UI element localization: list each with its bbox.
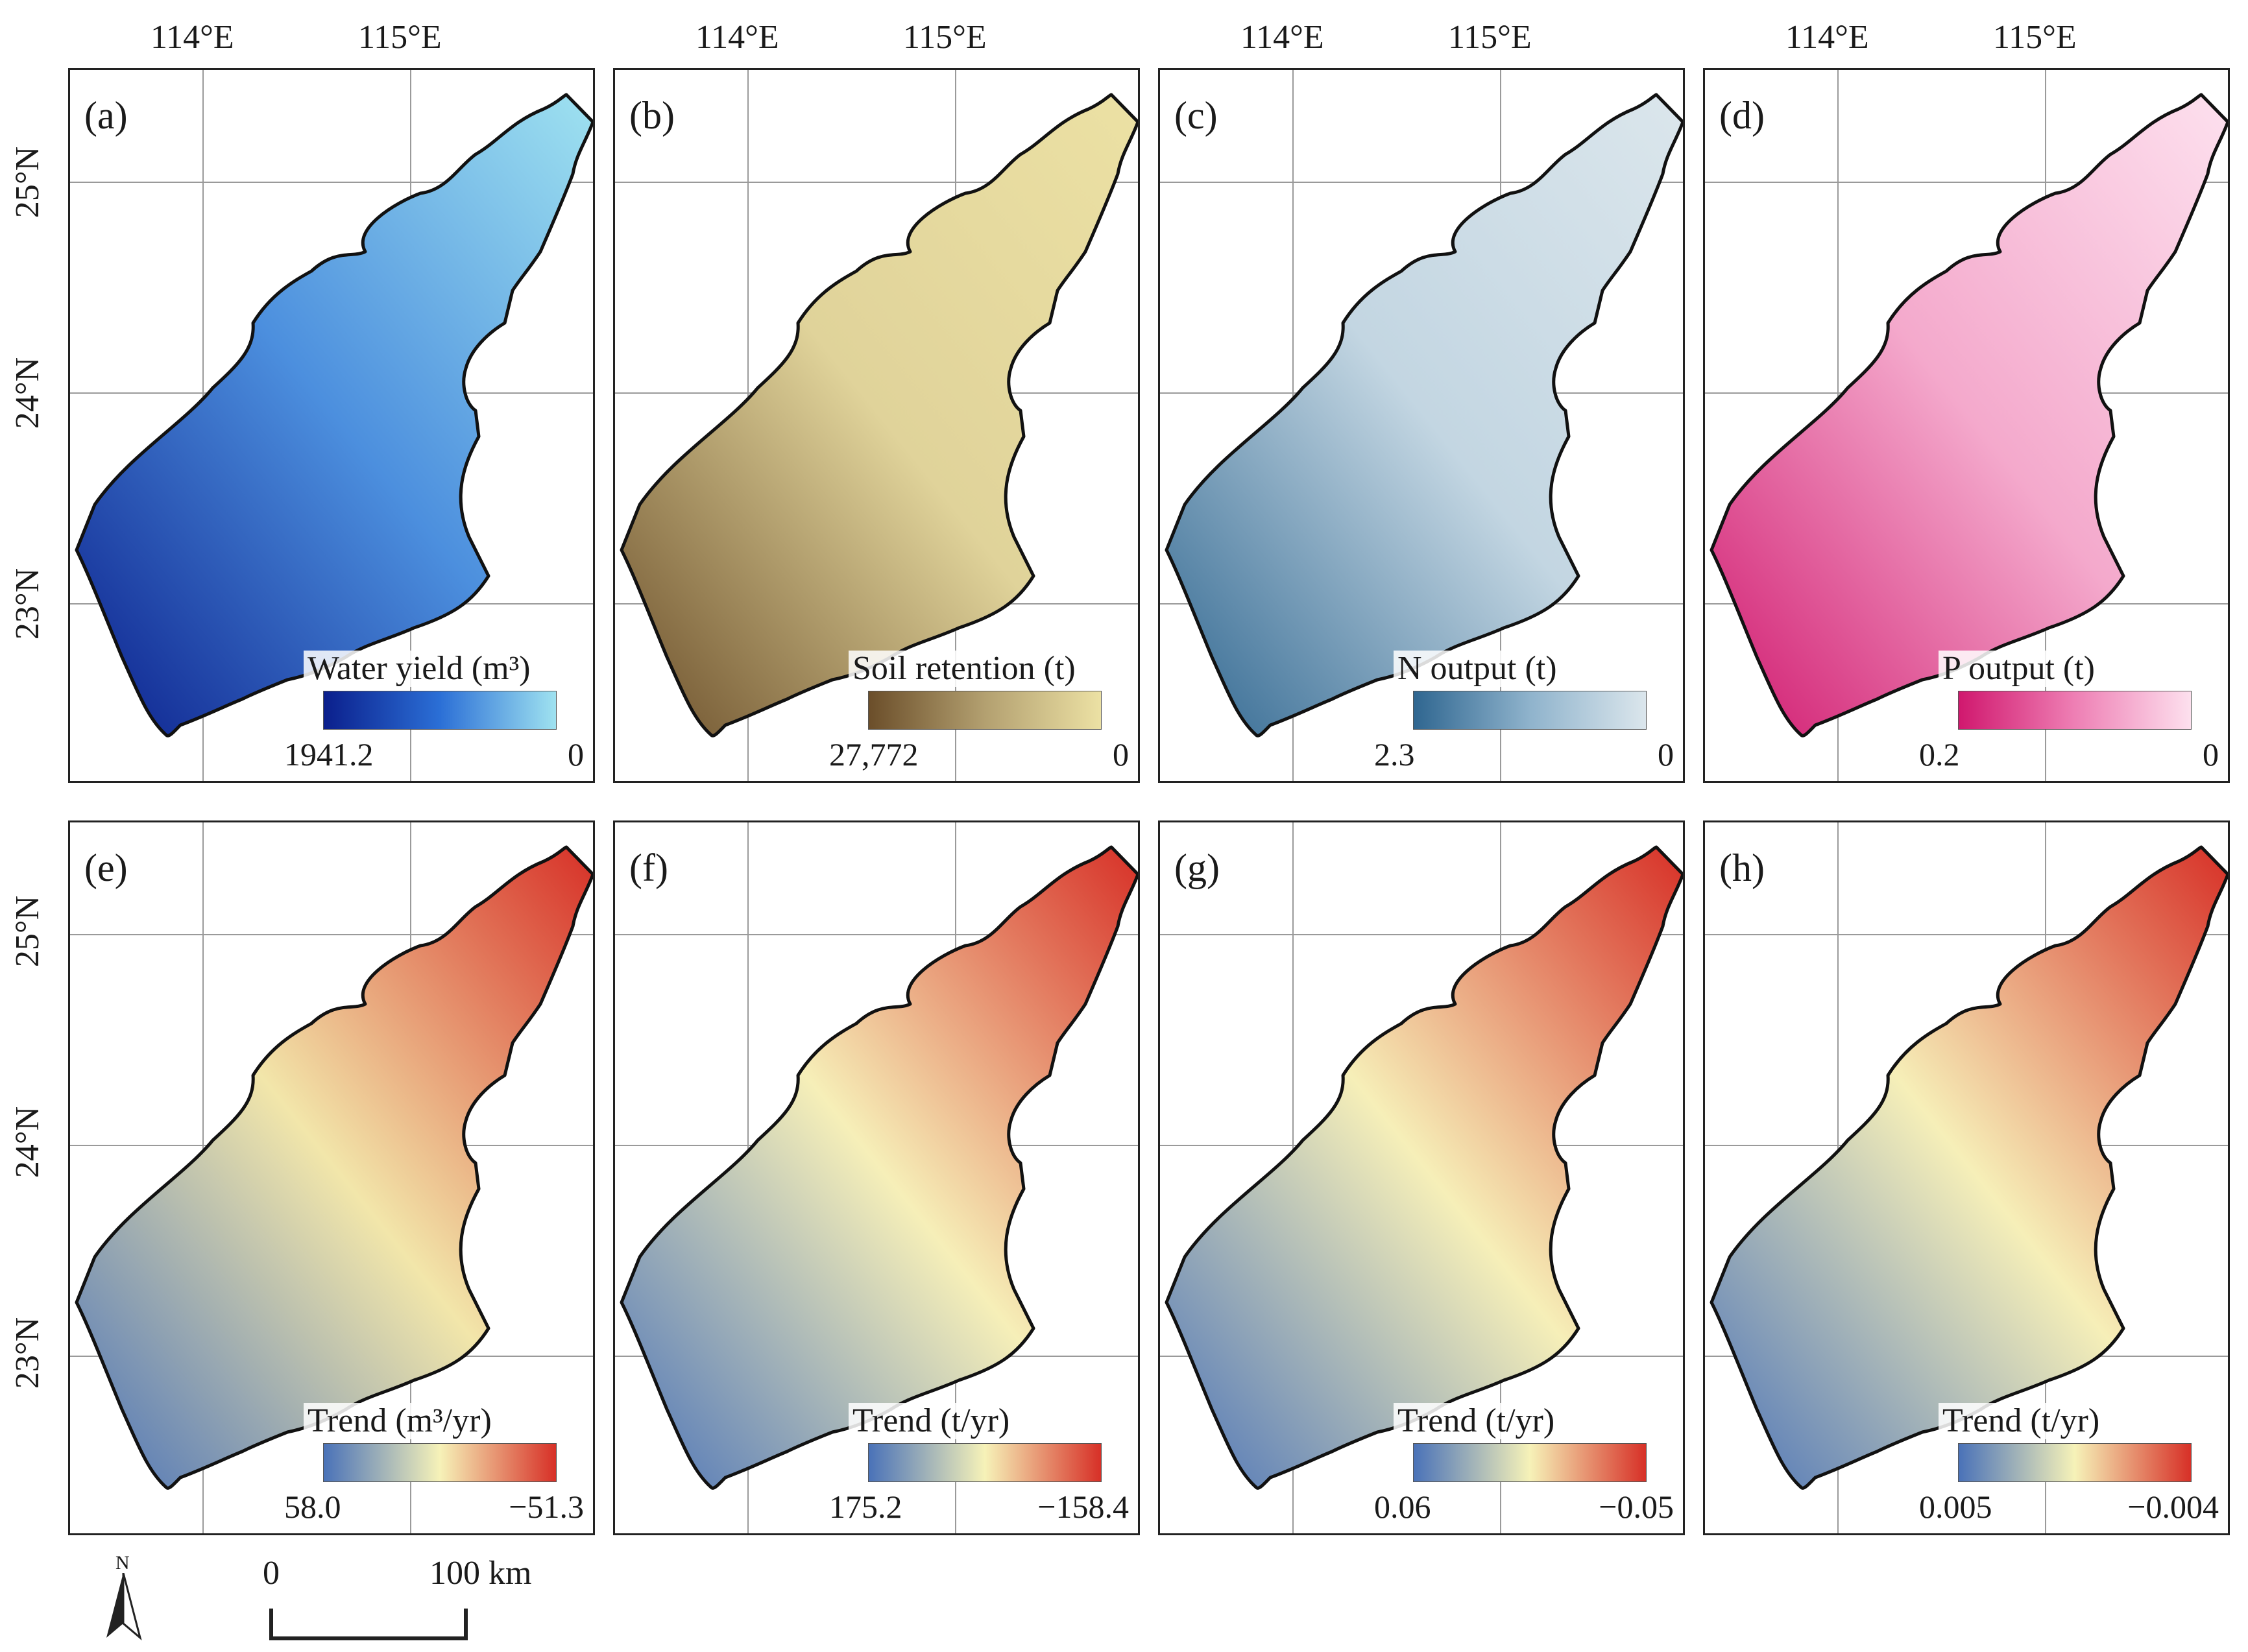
legend-max-value: 0	[2203, 736, 2219, 772]
map-svg	[70, 822, 593, 1533]
panel-label: (f)	[629, 846, 668, 889]
lon-label-114-col1: 114°E	[151, 19, 234, 56]
map-panel-h: (h) Trend (t/yr) 0.005 −0.004	[1703, 820, 2230, 1535]
legend-min-value: 0.005	[1919, 1489, 1992, 1525]
legend-title: P output (t)	[1939, 651, 2099, 687]
lat-label-25-row1: 25°N	[9, 146, 47, 219]
basin-outline	[620, 845, 1138, 1490]
lon-label-114-col4: 114°E	[1785, 19, 1869, 56]
lon-label-114-col2: 114°E	[695, 19, 779, 56]
legend-max-value: −0.05	[1599, 1489, 1674, 1525]
legend-min-value: 1941.2	[284, 736, 374, 772]
legend-max-value: 0	[1113, 736, 1129, 772]
legend-title: Soil retention (t)	[849, 651, 1080, 687]
scale-bar: 0 100 km	[260, 1557, 558, 1647]
basin-outline	[1165, 93, 1683, 737]
legend-min-value: 2.3	[1374, 736, 1415, 772]
lat-label-24-row2: 24°N	[9, 1106, 47, 1179]
panel-label: (c)	[1174, 94, 1218, 137]
legend-color-ramp	[323, 1443, 557, 1482]
lat-label-24-row1: 24°N	[9, 357, 47, 429]
map-svg	[1705, 70, 2228, 781]
map-panel-c: (c) N output (t) 2.3 0	[1158, 68, 1685, 783]
legend-title: Trend (t/yr)	[849, 1403, 1014, 1439]
basin-outline	[1165, 845, 1683, 1490]
lat-label-23-row1: 23°N	[9, 568, 47, 640]
panel-label: (b)	[629, 94, 675, 137]
legend-title: Trend (m³/yr)	[304, 1403, 496, 1439]
map-panel-g: (g) Trend (t/yr) 0.06 −0.05	[1158, 820, 1685, 1535]
panel-label: (a)	[84, 94, 128, 137]
legend-title: Trend (t/yr)	[1939, 1403, 2104, 1439]
basin-outline	[1710, 93, 2228, 737]
lon-label-114-col3: 114°E	[1240, 19, 1324, 56]
legend-color-ramp	[1413, 1443, 1647, 1482]
legend-min-value: 58.0	[284, 1489, 341, 1525]
legend-color-ramp	[868, 691, 1102, 730]
legend-color-ramp	[868, 1443, 1102, 1482]
north-arrow-icon	[106, 1573, 142, 1641]
legend-min-value: 0.06	[1374, 1489, 1431, 1525]
panel-label: (h)	[1719, 846, 1765, 889]
basin-outline	[620, 93, 1138, 737]
legend-title: Water yield (m³)	[304, 651, 535, 687]
map-svg	[1705, 822, 2228, 1533]
north-arrow-label: N	[115, 1552, 130, 1574]
legend-color-ramp	[1413, 691, 1647, 730]
legend-title: Trend (t/yr)	[1394, 1403, 1559, 1439]
map-panel-a: (a) Water yield (m³) 1941.2 0	[68, 68, 595, 783]
lon-label-115-col3: 115°E	[1448, 19, 1532, 56]
legend-min-value: 27,772	[829, 736, 919, 772]
map-panel-d: (d) P output (t) 0.2 0	[1703, 68, 2230, 783]
scale-bar-line	[269, 1609, 468, 1640]
scale-bar-start-label: 0	[263, 1555, 280, 1592]
legend-color-ramp	[1958, 1443, 2192, 1482]
legend-max-value: 0	[1658, 736, 1674, 772]
lon-label-115-col1: 115°E	[358, 19, 442, 56]
lon-label-115-col4: 115°E	[1993, 19, 2077, 56]
map-svg	[70, 70, 593, 781]
legend-color-ramp	[1958, 691, 2192, 730]
legend-max-value: −158.4	[1037, 1489, 1129, 1525]
basin-outline	[75, 845, 593, 1490]
legend-min-value: 175.2	[829, 1489, 902, 1525]
panel-label: (d)	[1719, 94, 1765, 137]
legend-min-value: 0.2	[1919, 736, 1960, 772]
legend-title: N output (t)	[1394, 651, 1561, 687]
scale-bar-end-label: 100 km	[429, 1555, 532, 1592]
basin-outline	[1710, 845, 2228, 1490]
map-svg	[615, 822, 1138, 1533]
panel-label: (e)	[84, 846, 128, 889]
basin-outline	[75, 93, 593, 737]
north-arrow: N	[104, 1553, 143, 1644]
legend-color-ramp	[323, 691, 557, 730]
map-panel-b: (b) Soil retention (t) 27,772 0	[613, 68, 1140, 783]
lat-label-25-row2: 25°N	[9, 895, 47, 968]
lat-label-23-row2: 23°N	[9, 1317, 47, 1389]
legend-max-value: 0	[568, 736, 584, 772]
lon-label-115-col2: 115°E	[903, 19, 987, 56]
legend-max-value: −0.004	[2127, 1489, 2219, 1525]
map-panel-f: (f) Trend (t/yr) 175.2 −158.4	[613, 820, 1140, 1535]
map-panel-e: (e) Trend (m³/yr) 58.0 −51.3	[68, 820, 595, 1535]
legend-max-value: −51.3	[509, 1489, 584, 1525]
map-svg	[615, 70, 1138, 781]
panel-label: (g)	[1174, 846, 1220, 889]
